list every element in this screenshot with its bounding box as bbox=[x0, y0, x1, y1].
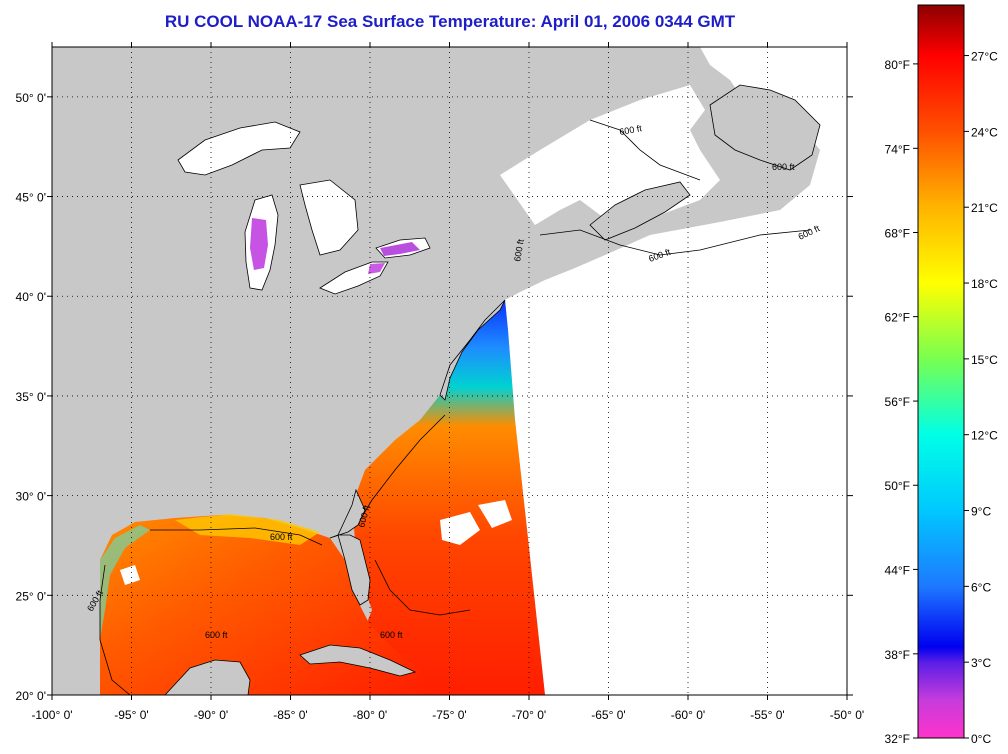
colorbar-f-label: 56°F bbox=[885, 395, 910, 409]
latitude-labels: 20° 0' 25° 0' 30° 0' 35° 0' 40° 0' 45° 0' 50° … bbox=[16, 91, 46, 703]
lat-tick-label: 20° 0' bbox=[16, 689, 46, 703]
lon-tick-label: -60° 0' bbox=[671, 708, 705, 722]
lake-huron bbox=[299, 179, 359, 256]
isobath-contours bbox=[99, 119, 811, 695]
colorbar-c-label: 18°C bbox=[971, 277, 998, 291]
colorbar-c-label: 9°C bbox=[971, 505, 991, 519]
lon-tick-label: -70° 0' bbox=[512, 708, 546, 722]
cuba bbox=[299, 644, 417, 677]
contour-label: 600 ft bbox=[270, 532, 293, 542]
colorbar-c-label: 15°C bbox=[971, 353, 998, 367]
lake-michigan-sst bbox=[250, 218, 268, 270]
grid-lines bbox=[52, 47, 847, 695]
temperature-colorbar: 32°F 38°F 44°F 50°F 56°F 62°F 68°F 74°F 80°F 0°C… bbox=[885, 4, 998, 746]
contour-label: 600 ft bbox=[205, 630, 228, 640]
colorbar-gradient bbox=[917, 4, 965, 739]
cloud-patch-3 bbox=[120, 565, 140, 585]
colorbar-f-label: 68°F bbox=[885, 226, 910, 240]
gulf-shelf-yellow bbox=[175, 514, 320, 545]
colorbar-f-label: 62°F bbox=[885, 311, 910, 325]
colorbar-f-label: 50°F bbox=[885, 479, 910, 493]
contour-label: 600 ft bbox=[772, 162, 795, 172]
lat-tick-label: 50° 0' bbox=[16, 91, 46, 105]
colorbar-f-label: 38°F bbox=[885, 648, 910, 662]
colorbar-c-label: 24°C bbox=[971, 125, 998, 139]
yucatan bbox=[164, 659, 251, 695]
lon-tick-label: -90° 0' bbox=[194, 708, 228, 722]
cloud-patch-2 bbox=[478, 500, 512, 528]
lat-tick-label: 25° 0' bbox=[16, 589, 46, 603]
lon-tick-label: -65° 0' bbox=[591, 708, 625, 722]
colorbar-f-label: 74°F bbox=[885, 142, 910, 156]
longitude-labels: -100° 0' -95° 0' -90° 0' -85° 0' -80° 0' -75°… bbox=[31, 708, 864, 722]
lat-tick-label: 45° 0' bbox=[16, 191, 46, 205]
contour-label: 600 ft bbox=[380, 630, 403, 640]
lon-tick-label: -55° 0' bbox=[750, 708, 784, 722]
colorbar-c-label: 21°C bbox=[971, 201, 998, 215]
lat-tick-label: 40° 0' bbox=[16, 290, 46, 304]
lon-tick-label: -95° 0' bbox=[114, 708, 148, 722]
florida bbox=[329, 488, 371, 606]
lon-tick-label: -80° 0' bbox=[353, 708, 387, 722]
lon-tick-label: -50° 0' bbox=[830, 708, 864, 722]
axis-ticks bbox=[47, 42, 853, 700]
contour-label: 600 ft bbox=[512, 238, 526, 262]
colorbar-f-label: 80°F bbox=[885, 58, 910, 72]
colorbar-celsius-labels: 0°C 3°C 6°C 9°C 12°C 15°C 18°C 21°C 24°C 27°C bbox=[964, 50, 998, 746]
us-east-coast bbox=[439, 299, 506, 401]
map-title: RU COOL NOAA-17 Sea Surface Temperature:… bbox=[164, 12, 736, 31]
lat-tick-label: 35° 0' bbox=[16, 390, 46, 404]
newfoundland bbox=[709, 84, 821, 171]
colorbar-c-label: 12°C bbox=[971, 429, 998, 443]
cloud-patch-1 bbox=[440, 512, 480, 545]
lake-superior bbox=[177, 121, 301, 176]
lon-tick-label: -100° 0' bbox=[31, 708, 72, 722]
colorbar-c-label: 27°C bbox=[971, 50, 998, 64]
contour-label: 600 ft bbox=[619, 123, 643, 137]
lake-ontario-sst bbox=[380, 242, 420, 256]
lon-tick-label: -85° 0' bbox=[273, 708, 307, 722]
colorbar-f-label: 32°F bbox=[885, 732, 910, 746]
colorbar-fahrenheit-labels: 32°F 38°F 44°F 50°F 56°F 62°F 68°F 74°F 80°F bbox=[885, 58, 918, 746]
gulf-shelf-cool bbox=[100, 525, 150, 640]
map-canvas: 600 ft 600 ft 600 ft 600 ft 600 ft 600 f… bbox=[52, 47, 847, 695]
atlantic-sst-swath bbox=[300, 300, 545, 695]
colorbar-c-label: 0°C bbox=[971, 732, 991, 746]
colorbar-c-label: 6°C bbox=[971, 580, 991, 594]
nova-scotia bbox=[589, 181, 691, 241]
lat-tick-label: 30° 0' bbox=[16, 490, 46, 504]
lon-tick-label: -75° 0' bbox=[432, 708, 466, 722]
colorbar-c-label: 3°C bbox=[971, 656, 991, 670]
lake-erie-sst bbox=[368, 263, 385, 274]
no-data-ocean bbox=[505, 47, 847, 695]
colorbar-f-label: 44°F bbox=[885, 563, 910, 577]
